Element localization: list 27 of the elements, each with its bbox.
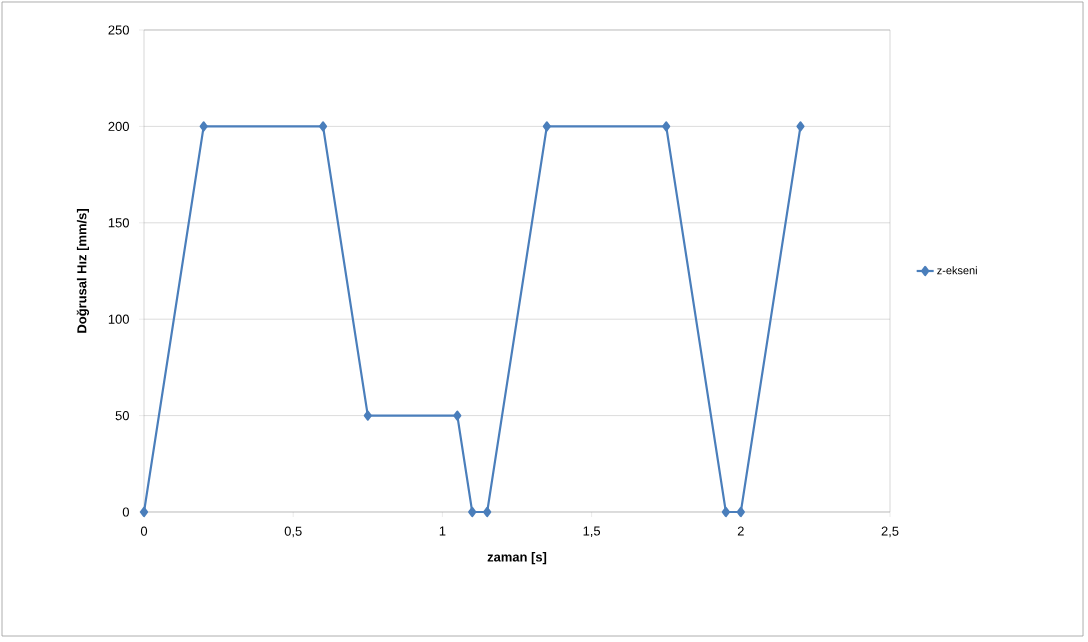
point bbox=[542, 121, 551, 132]
y-tick-label: 0 bbox=[122, 507, 129, 517]
y-axis-title: Doğrusal Hız [mm/s] bbox=[76, 209, 90, 333]
point bbox=[736, 506, 745, 518]
x-tick-label: 1 bbox=[439, 526, 446, 536]
point bbox=[318, 121, 328, 132]
x-tick-label: 0,5 bbox=[284, 526, 302, 538]
y-tick-label: 100 bbox=[108, 314, 129, 324]
point bbox=[139, 506, 149, 518]
x-tick-label: 0 bbox=[140, 526, 148, 536]
x-axis-title: zaman [s] bbox=[487, 552, 547, 565]
legend-label: z-ekseni bbox=[937, 266, 977, 275]
x-tick-label: 2,5 bbox=[881, 526, 899, 538]
point bbox=[483, 506, 492, 518]
y-tick-label: 150 bbox=[108, 218, 129, 228]
point bbox=[199, 121, 208, 132]
point bbox=[468, 506, 477, 518]
point bbox=[662, 121, 671, 132]
point bbox=[363, 410, 372, 421]
point bbox=[796, 121, 805, 132]
y-tick-label: 50 bbox=[115, 411, 129, 421]
x-tick-label: 2 bbox=[737, 526, 744, 536]
y-tick-label: 200 bbox=[108, 121, 129, 131]
x-tick-label: 1,5 bbox=[583, 526, 601, 538]
point bbox=[453, 410, 462, 421]
y-tick-label: 250 bbox=[108, 25, 129, 35]
point bbox=[721, 506, 730, 518]
